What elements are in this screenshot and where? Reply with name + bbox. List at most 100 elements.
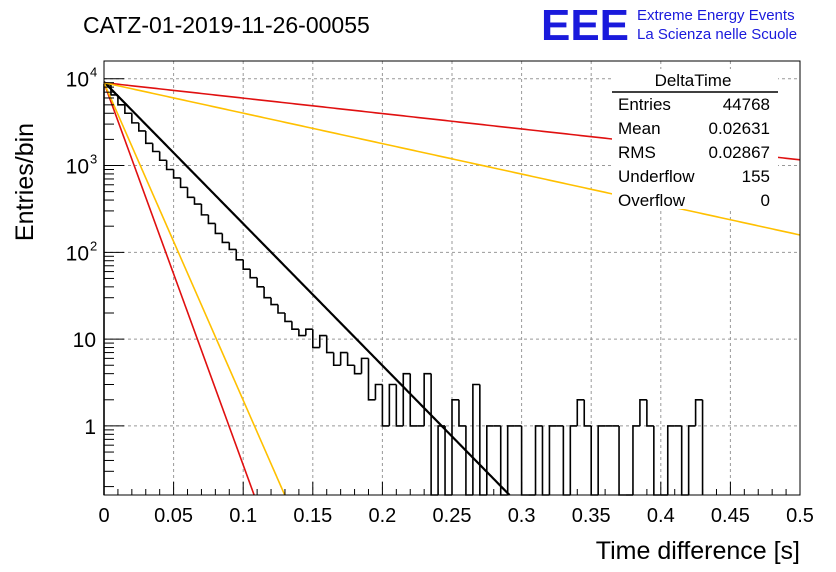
histogram-bin	[395, 384, 404, 427]
histogram-bin	[207, 214, 216, 225]
x-tick-label: 0.15	[293, 505, 332, 527]
stats-value: 44768	[723, 95, 770, 114]
exponential-curve	[103, 81, 801, 236]
eee-logo: EEE Extreme Energy Events La Scienza nel…	[541, 1, 797, 50]
histogram-bin	[305, 328, 313, 336]
histogram-bin	[312, 329, 320, 349]
histogram-bin	[694, 398, 703, 426]
histogram-bin	[277, 304, 285, 314]
x-tick-label: 0.45	[711, 505, 750, 527]
histogram-bin	[388, 383, 397, 426]
histogram-bin	[200, 204, 209, 216]
histogram-bin	[131, 113, 139, 124]
histogram-bin	[179, 177, 188, 189]
histogram-bin	[193, 197, 202, 205]
histogram-bin	[646, 399, 654, 427]
x-tick-label: 0.2	[368, 505, 396, 527]
y-tick-label: 10	[66, 242, 89, 265]
histogram-bin	[186, 187, 195, 199]
x-tick-label: 0.25	[433, 505, 472, 527]
stats-value: 155	[742, 167, 770, 186]
histogram-bin	[506, 425, 515, 495]
histogram-bin	[451, 398, 459, 495]
histogram-bin	[151, 143, 160, 153]
x-tick-label: 0.1	[229, 505, 257, 527]
stats-value: 0.02631	[709, 119, 770, 138]
stats-box: DeltaTime Entries 44768 Mean 0.02631 RMS 0.02…	[612, 69, 778, 210]
histogram-bin	[409, 373, 418, 427]
x-tick-label: 0.4	[647, 505, 675, 527]
histogram-bin	[548, 425, 557, 495]
x-tick-label: 0.35	[572, 505, 611, 527]
logo-line-2: La Scienza nelle Scuole	[637, 26, 797, 43]
stats-label: Mean	[618, 119, 661, 138]
histogram-bin	[318, 334, 327, 348]
histogram-bin	[332, 352, 341, 367]
histogram-bin	[687, 425, 696, 495]
histogram-bin	[402, 372, 411, 426]
histogram-bin	[597, 425, 606, 495]
histogram-bin	[117, 94, 125, 106]
histogram-bin	[381, 384, 390, 427]
histogram-bin	[576, 398, 585, 426]
histogram-bin	[138, 122, 146, 132]
histogram-bin	[242, 259, 251, 270]
histogram-bin	[235, 249, 244, 261]
histogram-bin	[124, 104, 132, 115]
y-tick-exponent: 2	[90, 238, 97, 253]
stats-rows: Entries 44768 Mean 0.02631 RMS 0.02867 Underfl…	[618, 95, 770, 210]
stats-box-background	[612, 69, 778, 209]
y-tick-label: 10	[73, 329, 96, 352]
x-axis: 0 0.05 0.1 0.15 0.2 0.25 0.3 0.35 0.4 0.45 0.5	[98, 482, 814, 527]
histogram-bin	[165, 160, 174, 171]
histogram-bin	[374, 383, 383, 400]
y-axis-label: Entries/bin	[11, 123, 39, 241]
histogram-bin	[666, 425, 675, 495]
histogram-bin	[228, 242, 237, 251]
exponential-curve	[103, 81, 511, 496]
histogram-bin	[632, 425, 640, 495]
histogram-bin	[270, 297, 278, 306]
stats-label: RMS	[618, 143, 656, 162]
histogram-bin	[249, 269, 258, 279]
histogram-bin	[458, 399, 466, 427]
histogram-bin	[346, 352, 355, 367]
histogram-bin	[291, 321, 299, 331]
histogram-bin	[158, 151, 167, 162]
histogram-bin	[534, 425, 543, 495]
y-tick-label: 10	[66, 69, 89, 92]
exponential-curve	[103, 82, 286, 496]
exponential-curve	[103, 82, 255, 496]
stats-label: Underflow	[618, 167, 695, 186]
y-tick-label: 10	[66, 156, 89, 179]
x-axis-label: Time difference [s]	[596, 537, 800, 565]
x-tick-label: 0.05	[154, 505, 193, 527]
y-tick-exponent: 4	[90, 65, 97, 80]
stats-value: 0	[761, 191, 770, 210]
histogram-bin	[144, 130, 153, 145]
x-tick-label: 0	[98, 505, 109, 527]
run-title: CATZ-01-2019-11-26-00055	[83, 12, 370, 38]
x-tick-label: 0.5	[786, 505, 814, 527]
logo-mark: EEE	[541, 1, 629, 50]
logo-line-1: Extreme Energy Events	[637, 7, 795, 24]
histogram-bin	[221, 233, 230, 244]
histogram-bin	[263, 286, 272, 299]
histogram-bin	[339, 351, 348, 366]
histogram-bin	[172, 169, 181, 179]
histogram-bin	[569, 425, 578, 495]
histogram-bin	[325, 335, 334, 354]
histogram-bin	[353, 365, 362, 375]
stats-box-title: DeltaTime	[655, 71, 732, 90]
y-tick-label: 1	[84, 416, 96, 439]
stats-label: Entries	[618, 95, 671, 114]
histogram-bin	[360, 357, 369, 374]
histogram-bin	[583, 399, 592, 427]
histogram-bin	[298, 329, 306, 337]
stats-label: Overflow	[618, 191, 686, 210]
x-tick-label: 0.3	[508, 505, 536, 527]
histogram-bin	[284, 312, 292, 323]
histogram-bin	[214, 223, 223, 235]
